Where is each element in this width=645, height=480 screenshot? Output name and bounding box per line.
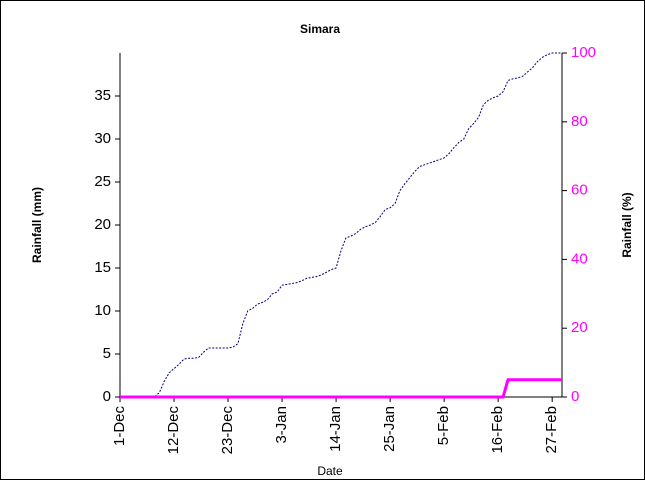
x-axis-label: Date <box>317 464 343 478</box>
y-tick-label: 0 <box>103 388 111 405</box>
y2-tick-label: 20 <box>571 319 588 336</box>
y-axis-label: Rainfall (mm) <box>30 187 44 263</box>
series-line <box>120 52 562 398</box>
y-tick-label: 5 <box>103 345 111 362</box>
y-tick-label: 30 <box>94 130 111 147</box>
x-tick-label: 23-Dec <box>219 406 236 455</box>
x-tick-label: 25-Jan <box>381 406 398 452</box>
x-tick-label: 27-Feb <box>543 406 560 454</box>
x-tick-label: 5-Feb <box>435 406 452 445</box>
x-tick-label: 1-Dec <box>111 406 128 447</box>
y-tick-label: 35 <box>94 87 111 104</box>
y-tick-label: 25 <box>94 173 111 190</box>
x-tick-label: 16-Feb <box>489 406 506 454</box>
y2-tick-label: 0 <box>571 388 579 405</box>
y2-tick-label: 80 <box>571 113 588 130</box>
y2-tick-label: 100 <box>571 44 596 61</box>
series-line <box>120 378 562 399</box>
x-tick-label: 12-Dec <box>165 406 182 455</box>
x-tick-label: 3-Jan <box>273 406 290 444</box>
y2-tick-label: 60 <box>571 182 588 199</box>
x-tick-label: 14-Jan <box>327 406 344 452</box>
chart-title: Simara <box>300 22 340 36</box>
y-tick-label: 10 <box>94 302 111 319</box>
y-tick-label: 20 <box>94 216 111 233</box>
y-tick-label: 15 <box>94 259 111 276</box>
y2-tick-label: 40 <box>571 250 588 267</box>
y2-axis-label: Rainfall (%) <box>620 192 634 257</box>
